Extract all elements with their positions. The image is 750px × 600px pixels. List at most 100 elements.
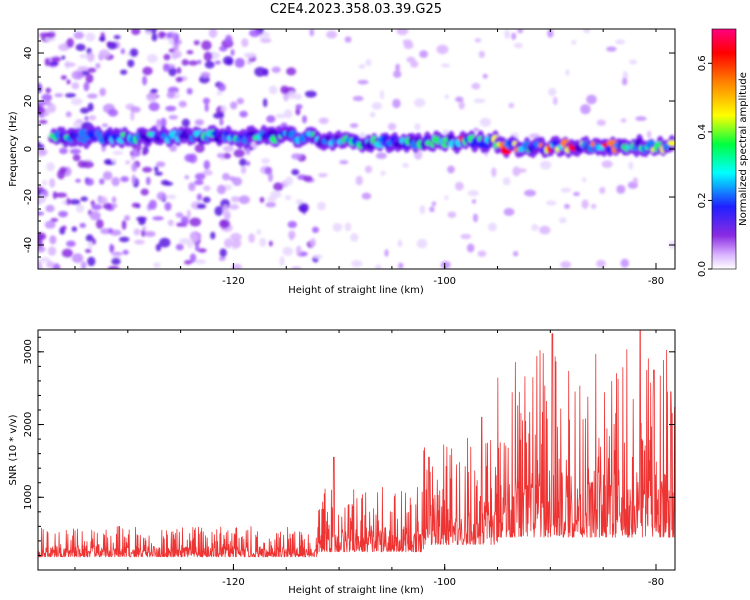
spectrogram-noise-blob — [229, 204, 240, 210]
spectrogram-noise-blob — [233, 149, 245, 158]
spectrogram-noise-blob — [61, 55, 66, 60]
spectrogram-noise-blob — [49, 235, 57, 245]
spectrogram-noise-blob — [596, 119, 606, 126]
spectrogram-noise-blob — [511, 32, 517, 40]
spectrogram-noise-blob — [601, 160, 613, 168]
snr-ytick-label: 1000 — [23, 485, 34, 510]
spectrogram-xtick-label: -80 — [648, 276, 664, 287]
spectrogram-noise-blob — [581, 199, 589, 209]
spectrogram-noise-blob — [202, 169, 213, 176]
spectrogram-noise-blob — [473, 127, 479, 132]
spectrogram-noise-blob — [69, 199, 81, 205]
spectrogram-noise-blob — [268, 172, 274, 183]
spectrogram-noise-blob — [295, 245, 302, 256]
spectrogram-noise-blob — [219, 248, 227, 258]
spectrogram-noise-blob — [204, 103, 209, 112]
spectrogram-noise-blob — [230, 196, 240, 203]
spectrogram-noise-blob — [635, 116, 647, 121]
spectrogram-noise-blob — [402, 39, 413, 45]
spectrogram-noise-blob — [188, 182, 196, 192]
spectrogram-noise-blob — [87, 67, 97, 73]
spectrogram-noise-blob — [508, 102, 515, 109]
spectrogram-noise-blob — [168, 115, 178, 120]
spectrogram-noise-blob — [455, 96, 464, 103]
spectrogram-noise-blob — [364, 165, 373, 174]
spectrogram-noise-blob — [531, 224, 539, 232]
spectrogram-noise-blob — [45, 87, 52, 94]
spectrogram-noise-blob — [240, 165, 247, 174]
spectrogram-xlabel: Height of straight line (km) — [288, 285, 424, 296]
spectrogram-noise-blob — [102, 202, 113, 210]
spectrogram-noise-blob — [298, 202, 309, 213]
spectrogram-noise-blob — [158, 31, 166, 39]
spectrogram-noise-blob — [560, 187, 571, 193]
spectrogram-noise-blob — [175, 243, 184, 251]
spectrogram-noise-blob — [216, 152, 225, 159]
spectrogram-noise-blob — [560, 261, 572, 269]
spectrogram-noise-blob — [311, 226, 320, 233]
spectrogram-noise-blob — [309, 29, 315, 37]
spectrogram-noise-blob — [80, 107, 90, 114]
snr-axes: -120 -100 -80 1000 2000 3000 — [23, 330, 675, 588]
spectrogram-noise-blob — [395, 63, 401, 72]
spectrogram-noise-blob — [75, 178, 81, 183]
spectrogram-noise-blob — [95, 219, 104, 229]
spectrogram-noise-blob — [228, 176, 236, 182]
spectrogram-noise-blob — [38, 101, 47, 107]
spectrogram-noise-blob — [130, 106, 141, 113]
spectrogram-noise-blob — [620, 118, 627, 123]
spectrogram-noise-blob — [65, 111, 72, 118]
spectrogram-noise-blob — [245, 147, 251, 156]
spectrogram-noise-blob — [90, 200, 95, 206]
spectrogram-noise-blob — [164, 202, 172, 211]
spectrogram-noise-blob — [120, 176, 129, 183]
spectrogram-noise-blob — [222, 204, 229, 212]
spectrogram-noise-blob — [513, 42, 524, 49]
spectrogram-noise-blob — [387, 122, 397, 131]
spectrogram-noise-blob — [87, 239, 93, 249]
spectrogram-noise-blob — [58, 210, 68, 218]
spectrogram-noise-blob — [184, 260, 192, 265]
spectrogram-noise-blob — [194, 119, 205, 126]
spectrogram-noise-blob — [46, 162, 55, 172]
spectrogram-noise-blob — [75, 203, 85, 213]
spectrogram-noise-blob — [259, 196, 265, 203]
spectrogram-noise-blob — [369, 111, 376, 118]
spectrogram-noise-blob — [148, 199, 157, 210]
spectrogram-noise-blob — [344, 222, 352, 232]
spectrogram-noise-blob — [467, 190, 479, 197]
spectrogram-noise-blob — [288, 230, 296, 240]
spectrogram-noise-blob — [186, 209, 191, 219]
spectrogram-noise-blob — [444, 94, 450, 100]
spectrogram-noise-blob — [131, 202, 139, 208]
colorbar-tick-label: 0.2 — [697, 192, 708, 208]
spectrogram-noise-blob — [146, 92, 158, 102]
spectrogram-noise-blob — [103, 158, 114, 165]
spectrogram-noise-blob — [406, 56, 416, 63]
spectrogram-noise-blob — [72, 154, 81, 162]
spectrogram-noise-blob — [148, 102, 160, 112]
spectrogram-noise-blob — [175, 212, 184, 218]
spectrogram-noise-blob — [615, 39, 626, 45]
spectrogram-noise-blob — [620, 258, 630, 268]
spectrogram-noise-blob — [224, 34, 233, 45]
spectrogram-noise-blob — [265, 201, 277, 208]
spectrogram-noise-blob — [79, 222, 86, 229]
spectrogram-noise-blob — [38, 211, 45, 216]
snr-xtick-label: -120 — [222, 577, 245, 588]
spectrogram-noise-blob — [304, 90, 317, 98]
spectrogram-noise-blob — [355, 175, 363, 186]
spectrogram-noise-blob — [150, 88, 158, 94]
spectrogram-ylabel: Frequency (Hz) — [8, 111, 19, 187]
spectrogram-noise-blob — [552, 96, 558, 106]
spectrogram-noise-blob — [140, 188, 149, 196]
spectrogram-noise-blob — [186, 87, 193, 95]
spectrogram-noise-blob — [55, 192, 68, 198]
spectrogram-noise-blob — [152, 216, 164, 221]
spectrogram-noise-blob — [268, 85, 278, 95]
spectrogram-noise-blob — [42, 179, 48, 186]
spectrogram-noise-blob — [71, 226, 78, 232]
spectrogram-noise-blob — [83, 81, 90, 92]
spectrogram-noise-blob — [419, 205, 426, 215]
spectrogram-noise-blob — [599, 186, 606, 194]
